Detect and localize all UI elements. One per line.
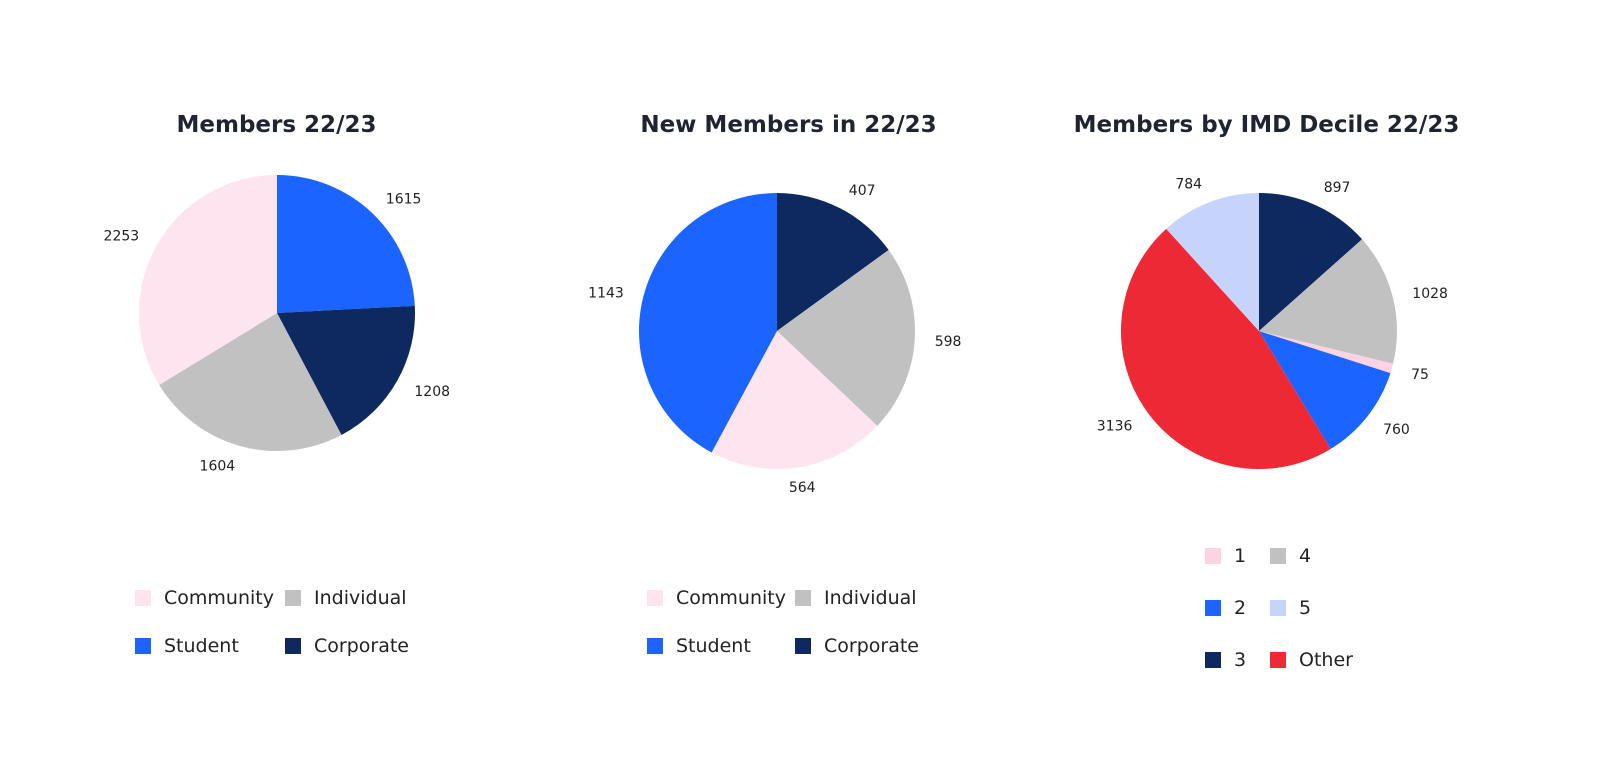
legend-label: 4 bbox=[1299, 545, 1312, 567]
slice-value-label: 1604 bbox=[200, 458, 236, 474]
legend-swatch bbox=[135, 638, 151, 654]
legend-swatch bbox=[1205, 600, 1221, 616]
chart-new-members: New Members in 22/23 407 598 564 1143 Commu… bbox=[522, 0, 1055, 768]
legend-swatch bbox=[135, 590, 151, 606]
legend-label: 2 bbox=[1234, 597, 1247, 619]
legend-label: Individual bbox=[824, 587, 917, 609]
legend-item: Community bbox=[647, 587, 786, 609]
legend-label: Corporate bbox=[824, 635, 919, 657]
legend-swatch bbox=[285, 638, 301, 654]
chart-title: New Members in 22/23 bbox=[640, 112, 937, 138]
legend-item: 4 bbox=[1270, 545, 1311, 567]
pie-slice-individual bbox=[159, 313, 342, 451]
slice-value-label: 1615 bbox=[386, 191, 422, 207]
legend-label: 1 bbox=[1234, 545, 1247, 567]
slice-value-label: 1208 bbox=[414, 384, 450, 400]
pie-slice-community bbox=[711, 331, 878, 470]
slice-value-label: 1028 bbox=[1412, 286, 1448, 302]
legend-swatch bbox=[647, 638, 663, 654]
legend-item: Community bbox=[135, 587, 274, 609]
legend-item: Corporate bbox=[795, 635, 919, 657]
legend-swatch bbox=[285, 590, 301, 606]
pie-slice-4 bbox=[1259, 239, 1397, 364]
legend-label: Student bbox=[164, 635, 239, 657]
legend-item: 2 bbox=[1205, 597, 1246, 619]
pie-slice-individual bbox=[777, 249, 915, 426]
legend-item: 5 bbox=[1270, 597, 1311, 619]
legend-swatch bbox=[1205, 652, 1221, 668]
legend-item: Student bbox=[647, 635, 751, 657]
pie-chart: 407 598 564 1143 bbox=[588, 183, 962, 496]
legend-label: 3 bbox=[1234, 649, 1247, 671]
pie-slice-student bbox=[638, 192, 777, 453]
slice-value-label: 2253 bbox=[104, 229, 140, 245]
legend-swatch bbox=[1205, 548, 1221, 564]
slice-value-label: 1143 bbox=[588, 285, 624, 301]
legend-swatch bbox=[1270, 600, 1286, 616]
slice-value-label: 564 bbox=[789, 480, 816, 496]
legend-item: Individual bbox=[795, 587, 917, 609]
chart-imd-decile: Members by IMD Decile 22/23 897 1028 75 760… bbox=[1000, 0, 1533, 768]
pie-slice-corporate bbox=[277, 305, 416, 435]
legend-item: 3 bbox=[1205, 649, 1246, 671]
legend-label: Individual bbox=[314, 587, 407, 609]
slice-value-label: 598 bbox=[935, 334, 962, 350]
legend-label: Community bbox=[676, 587, 786, 609]
chart-title: Members by IMD Decile 22/23 bbox=[1073, 112, 1460, 138]
pie-slice-3 bbox=[1259, 193, 1363, 331]
pie-slice-community bbox=[138, 175, 277, 385]
legend-swatch bbox=[1270, 652, 1286, 668]
legend-label: 5 bbox=[1299, 597, 1312, 619]
legend-item: Other bbox=[1270, 649, 1353, 671]
legend-swatch bbox=[795, 590, 811, 606]
slice-value-label: 3136 bbox=[1097, 419, 1133, 435]
legend-label: Student bbox=[676, 635, 751, 657]
pie-chart: 1615 1208 1604 2253 bbox=[104, 175, 450, 474]
legend-item: Corporate bbox=[285, 635, 409, 657]
pie-slice-other bbox=[1120, 228, 1331, 470]
legend-swatch bbox=[795, 638, 811, 654]
pie-slice-5 bbox=[1166, 193, 1259, 331]
slice-value-label: 407 bbox=[849, 183, 876, 199]
legend-label: Corporate bbox=[314, 635, 409, 657]
legend-item: 1 bbox=[1205, 545, 1246, 567]
pie-slice-corporate bbox=[777, 193, 889, 331]
legend-label: Community bbox=[164, 587, 274, 609]
pie-slice-2 bbox=[1259, 331, 1391, 449]
legend-item: Student bbox=[135, 635, 239, 657]
pie-slice-student bbox=[277, 175, 415, 313]
slice-value-label: 760 bbox=[1383, 422, 1410, 438]
pie-slice-1 bbox=[1259, 331, 1394, 374]
slice-value-label: 75 bbox=[1411, 367, 1429, 383]
pie-chart: 897 1028 75 760 3136 784 bbox=[1097, 177, 1448, 470]
legend-swatch bbox=[1270, 548, 1286, 564]
legend-swatch bbox=[647, 590, 663, 606]
legend-item: Individual bbox=[285, 587, 407, 609]
chart-title: Members 22/23 bbox=[176, 112, 377, 138]
slice-value-label: 897 bbox=[1324, 180, 1351, 196]
legend-label: Other bbox=[1299, 649, 1353, 671]
chart-members: Members 22/23 1615 1208 1604 2253 Community… bbox=[10, 0, 543, 768]
slice-value-label: 784 bbox=[1175, 177, 1202, 193]
